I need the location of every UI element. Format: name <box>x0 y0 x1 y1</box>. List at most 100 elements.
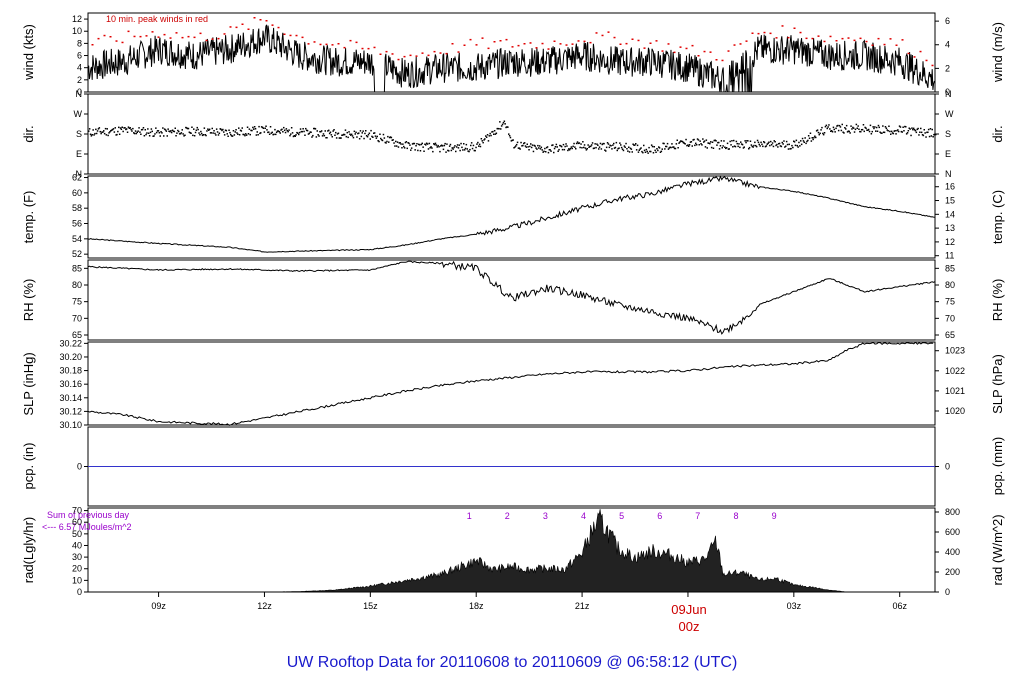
wind-direction-point <box>568 149 571 151</box>
rh-right-tick-label: 80 <box>945 280 955 290</box>
x-tick-label: 03z <box>787 601 802 611</box>
wind-peak-mark <box>133 35 136 38</box>
wind-direction-point <box>818 133 820 136</box>
wind-direction-point <box>293 135 296 137</box>
wind-direction-point <box>711 141 714 143</box>
wind-direction-point <box>862 124 865 126</box>
wind-direction-point <box>852 126 854 129</box>
wind-direction-point <box>476 143 478 145</box>
wind-direction-point <box>753 144 755 147</box>
wind-direction-point <box>731 140 733 142</box>
wind-direction-point <box>602 142 604 145</box>
wind-direction-point <box>669 146 671 148</box>
wind-direction-point <box>371 135 373 138</box>
wind-direction-point <box>886 129 888 131</box>
wind-direction-point <box>305 129 308 132</box>
wind-direction-point <box>484 138 486 140</box>
wind-direction-point <box>667 148 670 150</box>
wind-direction-point <box>215 134 217 136</box>
pcp-left-tick-label: 0 <box>77 462 82 472</box>
wind-peak-mark <box>151 31 154 33</box>
wind-direction-point <box>335 131 337 134</box>
wind-direction-point <box>376 135 378 138</box>
dynamic-marks: 09z 12z 15z 18z 21z 03z 06z0246810120246NESWNN… <box>59 14 965 611</box>
wind-direction-point <box>759 145 761 147</box>
wind-direction-point <box>433 143 436 146</box>
wind-direction-point <box>110 129 113 131</box>
wind-direction-point <box>559 144 561 147</box>
wind-direction-point <box>139 131 141 133</box>
wind-direction-point <box>612 144 614 146</box>
wind-peak-mark <box>175 32 178 34</box>
wind-direction-point <box>126 131 129 133</box>
wind-direction-point <box>776 143 778 146</box>
wind-peak-mark <box>517 44 520 47</box>
wind-direction-point <box>266 129 268 131</box>
wind-direction-point <box>291 132 294 134</box>
wind-direction-point <box>141 128 144 131</box>
wind-peak-mark <box>523 43 526 45</box>
wind-direction-point <box>834 131 836 133</box>
wind-peak-mark <box>673 51 676 54</box>
wind-direction-point <box>920 127 922 130</box>
wind-direction-point <box>830 130 832 132</box>
wind-direction-point <box>881 132 883 134</box>
wind-direction-point <box>616 149 618 152</box>
wind-direction-point <box>302 128 304 130</box>
wind-direction-point <box>890 133 892 135</box>
wind-direction-point <box>905 126 907 128</box>
wind-direction-point <box>615 141 618 144</box>
temp-right-tick-label: 14 <box>945 209 955 219</box>
wind-direction-point <box>256 131 258 133</box>
wind-direction-point <box>184 134 186 136</box>
wind-direction-point <box>217 134 220 136</box>
wind-direction-point <box>873 127 875 130</box>
wind-direction-point <box>802 140 805 142</box>
wind-direction-point <box>140 129 143 131</box>
wind-direction-point <box>229 131 231 134</box>
wind-direction-point <box>152 135 154 137</box>
wind-direction-point <box>308 132 311 135</box>
wind-direction-point <box>363 137 365 140</box>
wind-direction-point <box>614 146 617 149</box>
wind-direction-point <box>684 143 686 145</box>
wind-direction-point <box>723 140 725 142</box>
wind-direction-point <box>720 140 723 142</box>
wind-direction-point <box>590 144 593 146</box>
wind-direction-point <box>205 134 207 137</box>
wind-direction-point <box>128 127 131 129</box>
wind-direction-point <box>697 139 700 141</box>
wind-direction-point <box>244 134 246 137</box>
wind-direction-point <box>223 134 226 136</box>
wind-direction-point <box>610 145 612 147</box>
slp-right-tick-label: 1022 <box>945 366 965 376</box>
rad-left-tick-label: 40 <box>72 540 82 550</box>
wind-direction-point <box>109 131 111 133</box>
wind-direction-point <box>894 130 896 132</box>
wind-direction-point <box>98 127 101 129</box>
wind-direction-point <box>499 121 501 123</box>
wind-direction-point <box>440 145 442 147</box>
wind-direction-point <box>185 126 187 129</box>
wind-peak-mark <box>433 50 436 53</box>
wind-direction-point <box>565 143 567 145</box>
wind-direction-point <box>107 134 109 137</box>
wind-direction-point <box>707 142 709 144</box>
wind-direction-point <box>134 130 137 132</box>
wind-direction-point <box>271 131 273 134</box>
wind-direction-point <box>798 141 800 144</box>
wind-peak-mark <box>685 47 688 50</box>
wind-peak-mark <box>931 64 934 67</box>
wind-direction-point <box>913 129 916 131</box>
wind-direction-point <box>178 130 180 133</box>
rad-hour-marker: 7 <box>695 511 700 521</box>
rad-left-tick-label: 60 <box>72 517 82 527</box>
wind-direction-point <box>274 128 276 131</box>
wind-direction-point <box>791 144 793 147</box>
wind-direction-point <box>933 133 935 136</box>
wind-direction-point <box>283 129 286 131</box>
wind-direction-point <box>800 140 802 142</box>
wind-direction-point <box>539 148 542 150</box>
wind-direction-point <box>171 129 174 131</box>
wind-direction-point <box>673 146 675 148</box>
